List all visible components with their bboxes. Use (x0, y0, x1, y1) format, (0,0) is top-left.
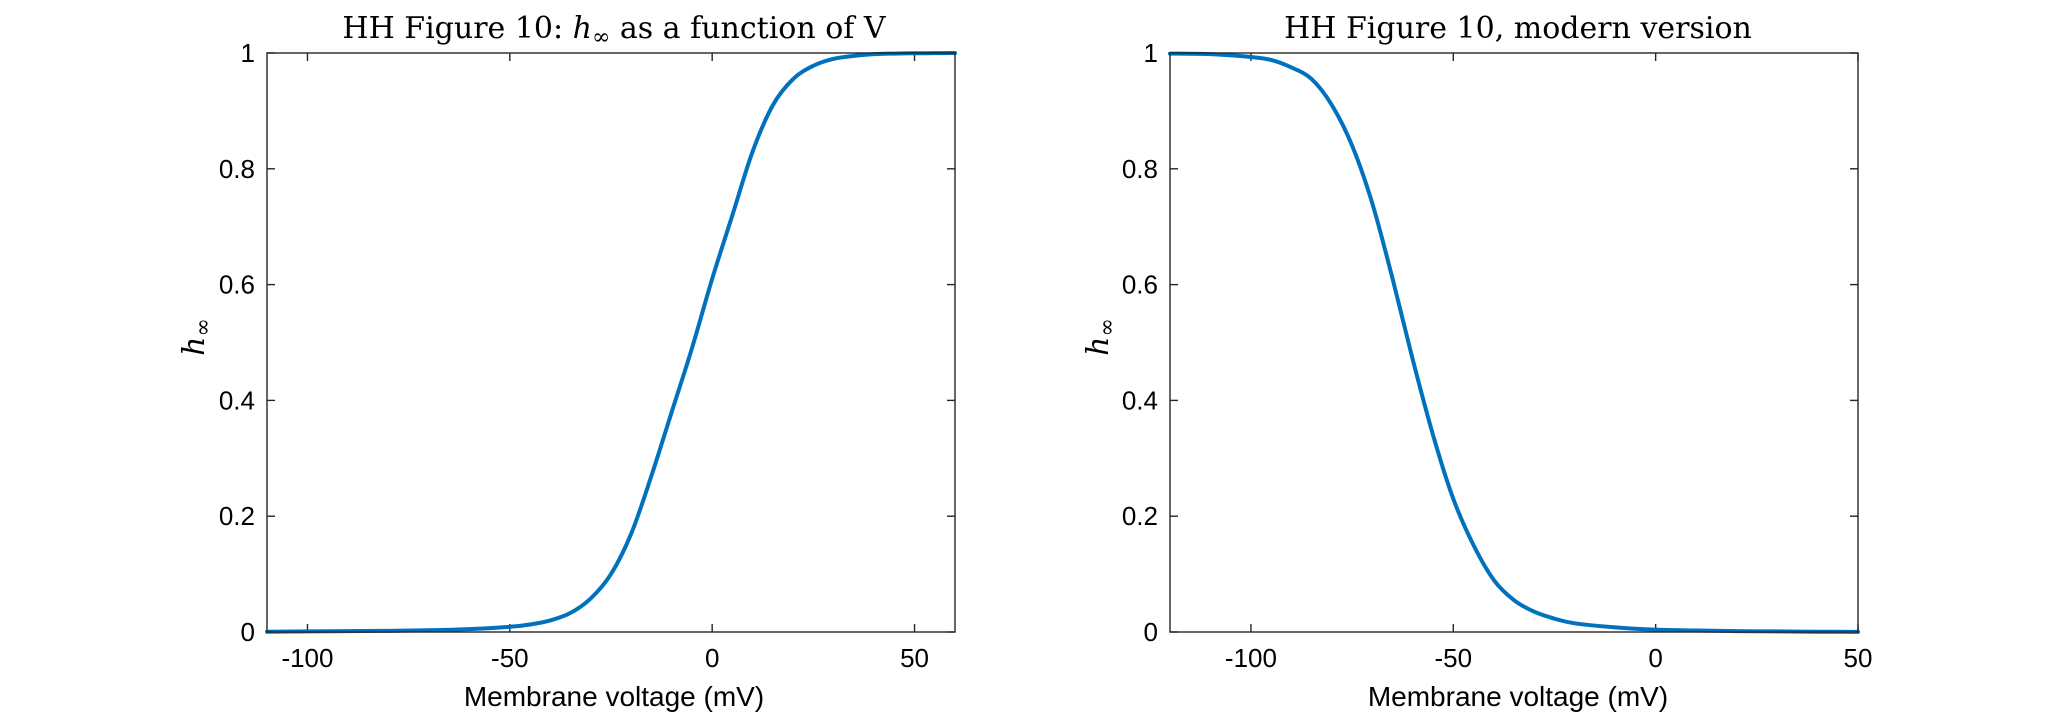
chart-1-y-tick-label: 0.2 (219, 501, 255, 531)
chart-1-ticks (267, 52, 955, 633)
chart-1-y-axis-label: h∞ (177, 318, 216, 356)
chart-1-y-tick-label: 0 (241, 617, 255, 647)
chart-2-x-tick-label: -50 (1435, 643, 1473, 673)
chart-2-x-axis-label: Membrane voltage (mV) (1368, 681, 1668, 712)
chart-1-x-tick-label: 0 (705, 643, 719, 673)
chart-1-title-prefix: HH Figure 10: (342, 11, 572, 46)
chart-1-axes-box (266, 52, 956, 633)
chart-2-y-tick-label: 0.8 (1122, 154, 1158, 184)
chart-1-title-suffix: as a function of V (610, 11, 887, 46)
chart-1-tick-labels: -100 -50 0 50 0 0.2 0.4 0.6 0.8 1 (219, 38, 929, 673)
chart-1-y-tick-label: 0.6 (219, 270, 255, 300)
chart-1-y-tick-label: 0.4 (219, 385, 255, 415)
chart-2-axes-box (1169, 52, 1859, 633)
chart-1-y-axis-label-sub: ∞ (191, 318, 216, 336)
chart-2-y-tick-label: 1 (1144, 38, 1158, 68)
chart-2-y-axis-label: h∞ (1081, 318, 1120, 356)
chart-2-y-tick-label: 0.4 (1122, 385, 1158, 415)
chart-2-y-tick-label: 0 (1144, 617, 1158, 647)
chart-1-x-tick-label: -50 (491, 643, 529, 673)
chart-2-series-line (1168, 51, 1860, 634)
chart-1-title-math-sub: ∞ (592, 25, 610, 50)
chart-2-x-tick-label: 50 (1844, 643, 1873, 673)
chart-panel-1: HH Figure 10: h∞ as a function of V -100… (177, 11, 957, 712)
chart-1-y-tick-label: 0.8 (219, 154, 255, 184)
chart-2-title: HH Figure 10, modern version (1284, 11, 1752, 46)
chart-1-x-axis-label: Membrane voltage (mV) (464, 681, 764, 712)
chart-2-y-axis-label-sub: ∞ (1095, 318, 1120, 336)
chart-2-y-tick-label: 0.6 (1122, 270, 1158, 300)
chart-2-tick-labels: -100 -50 0 50 0 0.2 0.4 0.6 0.8 1 (1122, 38, 1873, 673)
chart-2-y-tick-label: 0.2 (1122, 501, 1158, 531)
chart-1-title: HH Figure 10: h∞ as a function of V (342, 11, 887, 50)
chart-2-y-axis-label-main: h (1081, 337, 1116, 356)
chart-2-ticks (1170, 52, 1859, 633)
chart-1-x-tick-label: -100 (281, 643, 333, 673)
chart-1-y-tick-label: 1 (241, 38, 255, 68)
chart-1-series-line (265, 51, 957, 634)
chart-2-x-tick-label: -100 (1225, 643, 1277, 673)
chart-1-x-tick-label: 50 (900, 643, 929, 673)
chart-2-x-tick-label: 0 (1648, 643, 1662, 673)
chart-1-title-math: h (573, 11, 592, 46)
chart-1-y-axis-label-main: h (177, 337, 212, 356)
chart-panel-2: HH Figure 10, modern version -100 -50 0 50 0… (1081, 11, 1872, 712)
